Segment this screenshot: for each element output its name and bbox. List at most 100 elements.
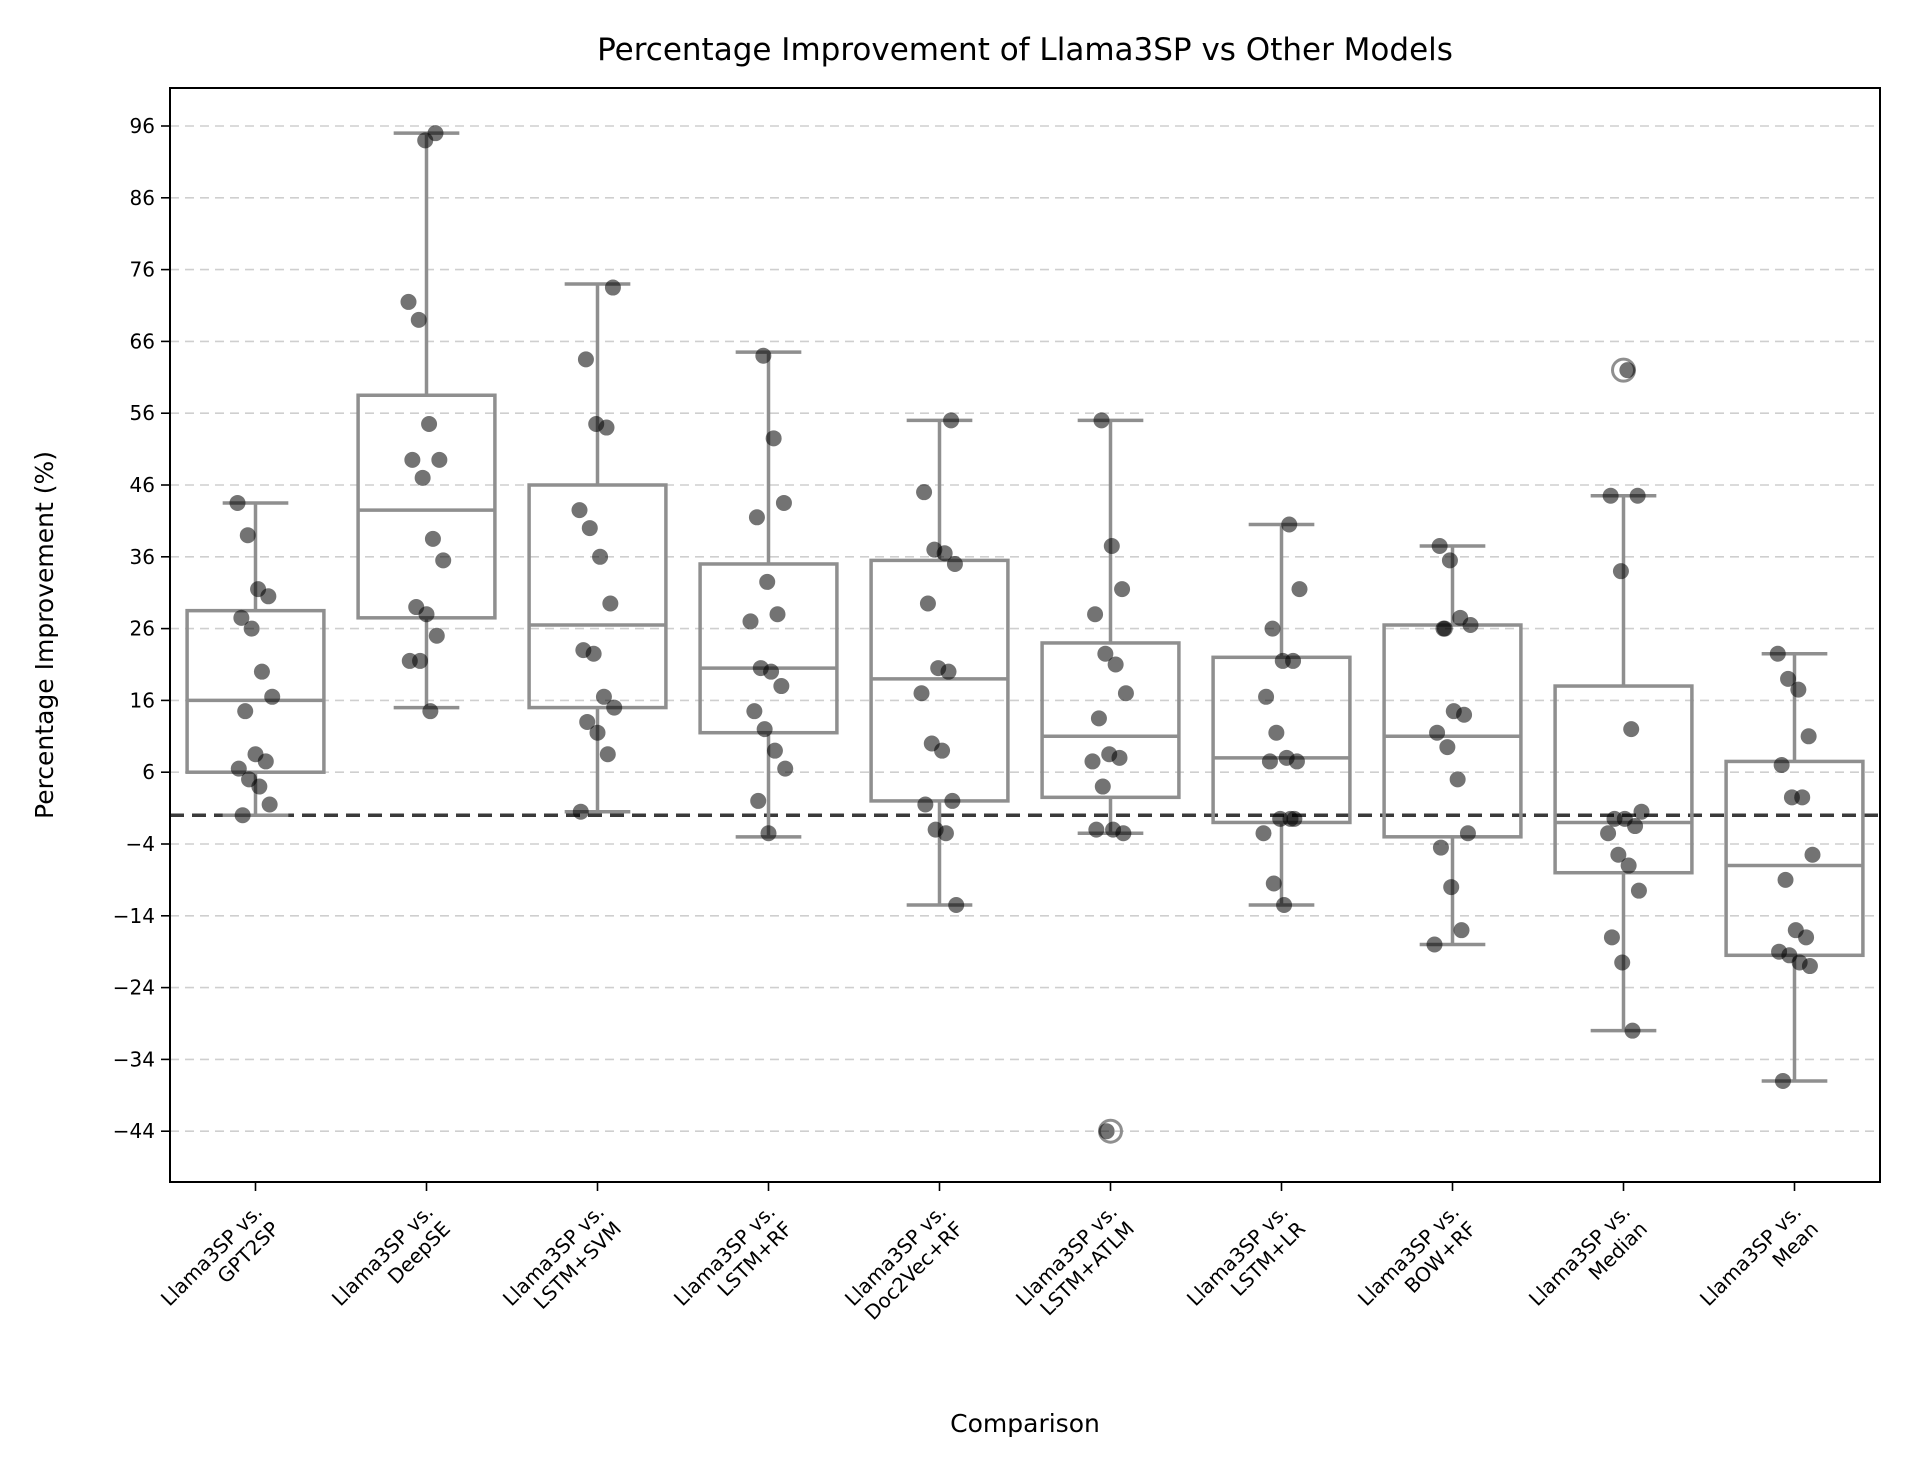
data-point	[412, 652, 429, 669]
data-point	[1436, 620, 1453, 637]
y-tick-label: 36	[130, 545, 155, 569]
data-point	[1103, 538, 1120, 555]
y-tick-label: 6	[142, 760, 155, 784]
data-point	[1612, 563, 1629, 580]
data-point	[237, 703, 254, 720]
x-tick-label: Llama3SP vs.LSTM+RF	[669, 1200, 797, 1328]
data-point	[264, 688, 281, 705]
box	[185, 608, 326, 774]
data-point	[585, 645, 602, 662]
data-point	[595, 688, 612, 705]
data-point	[243, 620, 260, 637]
data-point	[1432, 839, 1449, 856]
data-point	[1627, 818, 1644, 835]
data-point	[1087, 606, 1104, 623]
data-point	[1800, 728, 1817, 745]
data-point	[759, 573, 776, 590]
data-point	[1456, 706, 1473, 723]
data-point	[1629, 487, 1646, 504]
data-point	[919, 595, 936, 612]
data-point	[1774, 1072, 1791, 1089]
data-point	[1624, 1022, 1641, 1039]
x-tick-label: Llama3SP vs.LSTM+SVM	[498, 1200, 626, 1328]
data-point	[769, 606, 786, 623]
y-axis-label: Percentage Improvement (%)	[30, 451, 59, 819]
data-point	[422, 703, 439, 720]
data-point	[581, 520, 598, 537]
data-point	[1443, 879, 1460, 896]
data-point	[233, 609, 250, 626]
data-point	[577, 351, 594, 368]
data-point	[1265, 875, 1282, 892]
data-point	[229, 494, 246, 511]
data-point	[1441, 552, 1458, 569]
data-point	[946, 555, 963, 572]
data-point	[746, 703, 763, 720]
data-points	[229, 125, 1821, 1140]
data-point	[253, 663, 270, 680]
data-point	[1255, 825, 1272, 842]
data-point	[750, 792, 767, 809]
gridlines	[170, 125, 1880, 1132]
data-point	[775, 494, 792, 511]
x-tick-label: Llama3SP vs.BOW+RF	[1353, 1200, 1481, 1328]
data-point	[766, 742, 783, 759]
data-point	[1804, 846, 1821, 863]
data-point	[1281, 516, 1298, 533]
box	[527, 483, 668, 710]
y-tick-label: 16	[130, 688, 155, 712]
data-point	[773, 678, 790, 695]
data-point	[742, 613, 759, 630]
data-point	[943, 412, 960, 429]
data-point	[765, 430, 782, 447]
x-tick-label: Llama3SP vs.Mean	[1695, 1200, 1823, 1328]
data-point	[1291, 581, 1308, 598]
data-point	[400, 293, 417, 310]
data-point	[1088, 821, 1105, 838]
data-point	[913, 685, 930, 702]
data-point	[1777, 871, 1794, 888]
data-point	[1623, 721, 1640, 738]
y-tick-label: −4	[126, 832, 155, 856]
data-point	[428, 627, 445, 644]
data-point	[917, 796, 934, 813]
data-point	[257, 753, 274, 770]
box	[1382, 623, 1523, 839]
y-tick-label: 26	[130, 617, 155, 641]
data-point	[1107, 656, 1124, 673]
data-point	[1264, 620, 1281, 637]
data-point	[1459, 825, 1476, 842]
data-point	[435, 552, 452, 569]
data-point	[571, 502, 588, 519]
data-point	[1090, 710, 1107, 727]
chart-title: Percentage Improvement of Llama3SP vs Ot…	[597, 32, 1453, 68]
x-tick-label: Llama3SP vs.Doc2Vec+RF	[840, 1200, 968, 1328]
data-point	[599, 746, 616, 763]
data-point	[760, 825, 777, 842]
data-point	[1633, 803, 1650, 820]
data-point	[1258, 688, 1275, 705]
data-point	[230, 760, 247, 777]
x-tick-label: Llama3SP vs.DeepSE	[327, 1200, 455, 1328]
data-point	[1276, 897, 1293, 914]
box	[869, 558, 1010, 803]
data-point	[421, 415, 438, 432]
data-point	[1619, 362, 1636, 379]
x-axis-label: Comparison	[950, 1409, 1100, 1438]
data-point	[763, 663, 780, 680]
x-tick-label: Llama3SP vs.LSTM+LR	[1182, 1199, 1310, 1327]
data-point	[940, 663, 957, 680]
y-tick-label: 76	[130, 258, 155, 282]
data-point	[948, 897, 965, 914]
data-point	[1268, 724, 1285, 741]
data-point	[431, 451, 448, 468]
y-tick-label: 56	[130, 401, 155, 425]
x-tick-label: Llama3SP vs.Median	[1524, 1200, 1652, 1328]
data-point	[1780, 670, 1797, 687]
plot-frame	[169, 87, 1881, 1183]
y-tick-label: 96	[130, 114, 155, 138]
data-point	[1773, 757, 1790, 774]
y-tick-label: 46	[130, 473, 155, 497]
y-tick-label: −14	[113, 904, 155, 928]
data-point	[1098, 1123, 1115, 1140]
